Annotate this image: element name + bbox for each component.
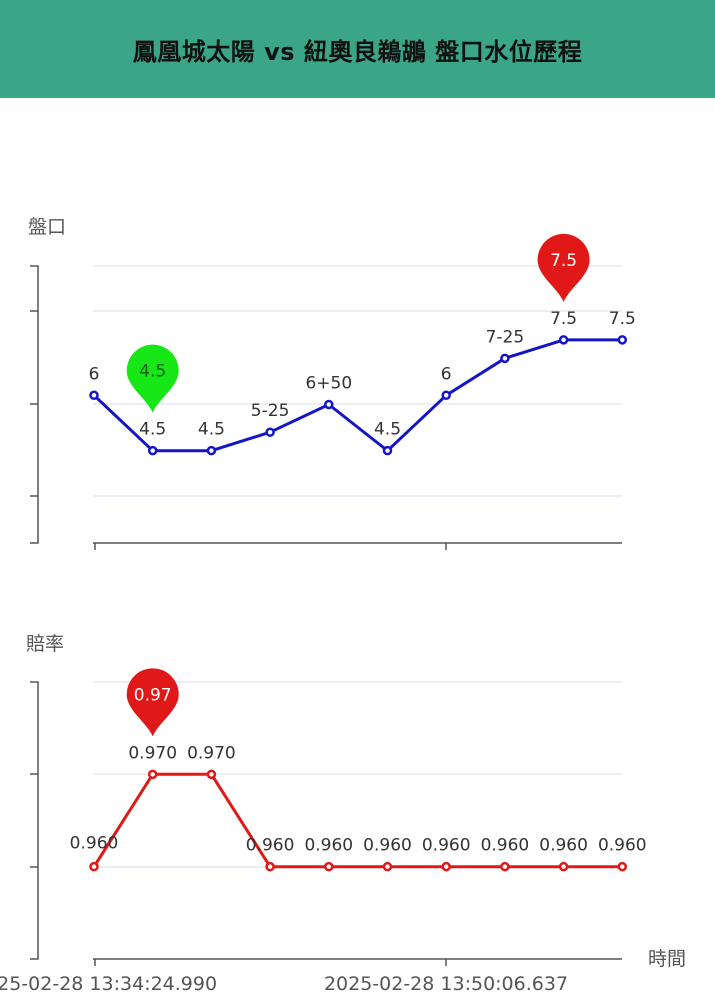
odds-data-point [265,861,275,872]
marker-label: 7.5 [550,251,577,271]
odds-data-point [206,769,217,780]
handicap-gridlines [93,265,622,497]
odds-series-line [92,772,623,869]
handicap-y-axis-title: 盤口 [28,216,66,238]
handicap-data-point [500,353,510,364]
handicap-data-label: 6 [441,364,452,384]
odds-data-label: 0.960 [246,836,295,856]
odds-data-label: 0.970 [187,743,236,763]
odds-data-label: 0.960 [363,836,412,856]
odds-data-label: 0.960 [304,836,353,856]
x-tick-label: 2025-02-28 13:34:24.990 [0,973,217,995]
odds-data-label: 0.960 [539,836,588,856]
odds-data-point [558,861,569,872]
handicap-data-points [89,335,628,456]
odds-data-point [617,861,628,872]
x-tick-label: 2025-02-28 13:50:06.637 [324,973,568,995]
odds-y-axis-title: 賠率 [26,633,64,655]
handicap-data-label: 4.5 [374,420,401,440]
odds-data-point [147,769,158,780]
odds-markers: 0.97 [126,668,179,737]
handicap-data-point [617,335,628,345]
odds-data-label: 0.960 [598,836,647,856]
handicap-data-label: 7.5 [550,309,577,329]
max-value-marker: 0.97 [126,668,179,737]
marker-pin [537,233,590,302]
handicap-data-point [265,427,275,437]
odds-history-charts: 盤口 64.5 4.55-256+504.567-257.5 7.5 7.54.5 … [0,216,686,995]
odds-data-point [441,861,451,872]
handicap-data-label: 5-25 [251,401,290,421]
odds-data-points [89,769,628,872]
handicap-data-point [382,445,393,456]
page-title: 鳳凰城太陽 vs 紐奧良鵜鶘 盤口水位歷程 [132,37,583,66]
odds-data-point [500,861,510,872]
handicap-data-labels: 6 4.5 4.5 5-25 6+50 4.5 6 7-25 7.5 7.5 [89,309,636,440]
odds-data-label: 0.960 [422,836,471,856]
odds-data-point [382,861,393,872]
handicap-x-axis [93,542,622,550]
handicap-data-label: 4.5 [139,420,166,440]
odds-chart: 賠率 時間 2025-02-28 13:34:24.990 2025-02-28… [0,633,686,995]
odds-data-label: 0.960 [481,836,530,856]
handicap-data-label: 6+50 [305,374,352,394]
handicap-series-line [92,338,623,453]
odds-data-labels: 0.960 0.970 0.970 0.960 0.960 0.960 0.960 0.960… [70,743,647,855]
marker-label: 0.97 [134,685,172,705]
handicap-data-label: 7.5 [609,309,636,329]
handicap-data-point [441,390,451,401]
handicap-markers: 7.5 4.5 [126,233,590,413]
odds-data-point [324,861,334,872]
handicap-data-point [558,335,569,345]
handicap-data-point [147,445,158,456]
odds-data-point [89,861,99,872]
x-axis-title: 時間 [648,948,686,970]
handicap-data-point [324,399,334,410]
handicap-data-label: 7-25 [486,327,525,347]
odds-x-axis [93,958,622,966]
marker-pin [126,668,179,737]
handicap-data-point [89,390,99,401]
marker-label: 4.5 [139,362,166,382]
handicap-y-axis [30,265,39,544]
odds-data-label: 0.960 [70,834,119,854]
handicap-chart: 盤口 6 4.5 4.5 5-25 6+50 4.5 6 7-25 7.5 7.5 7.5 4.5 [28,216,636,550]
max-value-marker: 7.5 [537,233,590,302]
odds-y-axis [30,681,39,960]
odds-data-label: 0.970 [128,743,177,763]
handicap-data-label: 6 [89,364,100,384]
min-value-marker: 4.5 [126,344,179,413]
page-header: 鳳凰城太陽 vs 紐奧良鵜鶘 盤口水位歷程 [0,0,715,98]
marker-pin [126,344,179,413]
handicap-data-label: 4.5 [198,420,225,440]
handicap-data-point [206,445,217,456]
